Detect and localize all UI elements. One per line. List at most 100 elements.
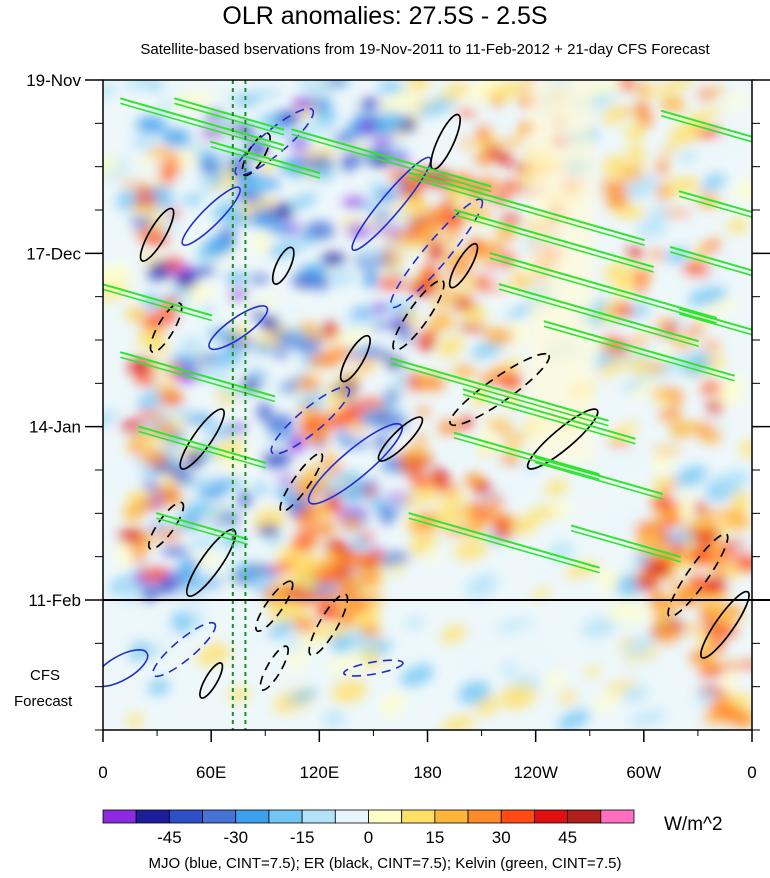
texture-blob [651,447,682,455]
texture-blob [265,433,293,441]
texture-blob [627,143,646,166]
texture-blob [508,476,528,495]
texture-blob [179,337,205,353]
texture-blob [588,694,622,710]
texture-blob [456,651,480,674]
er-contour [448,242,479,289]
texture-blob [605,599,639,623]
texture-blob [716,469,751,493]
texture-blob [170,611,192,634]
texture-blob [134,376,159,386]
texture-blob [454,539,489,561]
texture-blob [635,535,663,553]
texture-blob [443,210,466,227]
texture-blob [470,341,504,359]
texture-blob [703,300,738,315]
texture-blob [492,97,504,108]
texture-blob [490,365,513,374]
texture-blob [701,342,722,350]
colorbar-swatch [434,809,469,824]
texture-blob [695,127,723,138]
texture-blob [358,533,375,541]
texture-blob [660,96,685,113]
texture-blob [220,426,245,433]
texture-blob [182,194,204,205]
texture-blob [460,137,471,150]
texture-blob [136,116,167,134]
texture-blob [329,80,345,86]
texture-blob [401,242,431,250]
texture-blob [616,205,646,219]
texture-blob [197,486,229,499]
kelvin-contour [489,252,717,319]
texture-blob [443,290,471,299]
texture-blob [448,438,479,461]
texture-blob [200,306,214,314]
texture-blob [103,263,128,278]
texture-blob [130,204,159,215]
texture-blob [432,296,453,308]
texture-blob [340,481,355,489]
texture-blob [456,506,481,517]
texture-blob [182,414,215,425]
kelvin-contour [462,388,636,440]
texture-blob [715,662,746,670]
texture-blob [429,312,455,331]
colorbar-swatch [567,809,602,824]
texture-blob [650,203,668,220]
texture-blob [519,651,556,673]
texture-blob [715,709,744,718]
colorbar-swatch [301,809,336,824]
texture-blob [340,516,363,530]
texture-blob [313,520,336,536]
colorbar-label: 45 [558,828,577,847]
texture-blob [684,326,705,333]
texture-blob [619,80,633,92]
colorbar-swatch [500,809,535,824]
texture-blob [688,285,727,306]
texture-blob [128,358,155,376]
texture-blob [131,134,157,150]
texture-blob [500,434,528,443]
texture-blob [264,226,297,234]
texture-blob [416,476,438,487]
texture-blob [377,81,405,94]
colorbar: -45 -30 -15 0 15 30 45 [102,809,635,847]
texture-blob [585,666,601,677]
y-tick-label: 19-Nov [26,71,81,90]
er-contour [667,533,729,618]
texture-blob [673,212,699,227]
kelvin-contour [543,325,735,382]
er-contour [271,246,295,285]
colorbar-swatch [467,809,502,824]
er-contour [179,408,225,470]
texture-blob [338,404,365,422]
texture-blob [686,423,702,434]
mjo-contour [152,621,217,678]
texture-blob [407,80,430,92]
kelvin-contour [210,146,321,179]
kelvin-contour [138,425,267,464]
x-tick-label: 120E [299,763,339,782]
texture-blob [657,599,679,610]
texture-blob [328,269,356,286]
texture-blob [479,632,495,646]
chart-subtitle: Satellite-based bservations from 19-Nov-… [140,41,710,58]
mjo-contour [181,186,241,246]
texture-blob [680,588,692,606]
kelvin-contour [678,190,752,214]
colorbar-swatch [135,809,170,824]
texture-blob [175,569,190,579]
texture-blob [141,585,157,602]
texture-blob [457,323,485,332]
texture-blob [634,575,659,590]
texture-blob [367,179,381,195]
texture-blob [161,129,191,147]
kelvin-contour [453,431,600,476]
er-contour [339,334,371,383]
texture-blob [456,109,477,117]
texture-blob [669,420,693,438]
texture-blob [474,480,492,497]
texture-blob [271,562,297,572]
